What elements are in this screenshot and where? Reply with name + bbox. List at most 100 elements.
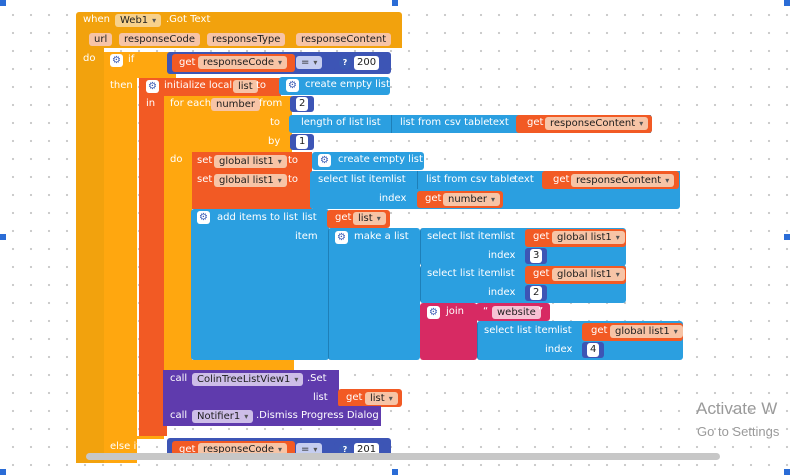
- var-response-content-2[interactable]: responseContent: [571, 174, 675, 187]
- add-items-block[interactable]: [191, 209, 329, 360]
- index-label-2: index: [488, 287, 516, 298]
- init-local-body: [139, 96, 164, 436]
- index-value-2[interactable]: 2: [530, 286, 543, 300]
- notifier-component-dropdown[interactable]: Notifier1: [192, 410, 254, 423]
- by-value[interactable]: 1: [296, 135, 309, 149]
- set-var-dropdown-2[interactable]: global list1: [214, 174, 287, 187]
- from-value[interactable]: 2: [296, 97, 309, 111]
- set-label: set: [197, 155, 213, 166]
- var-list-2[interactable]: list: [365, 392, 398, 405]
- if-block-body: [104, 78, 137, 463]
- else-if-label: else if: [110, 441, 140, 452]
- index-label: index: [379, 193, 407, 204]
- value-200[interactable]: 200: [354, 56, 380, 70]
- call-label-2: call: [170, 410, 188, 421]
- select-list-kw-2: list: [500, 268, 515, 279]
- by-label: by: [268, 136, 281, 147]
- var-response-content[interactable]: responseContent: [545, 117, 649, 130]
- then-label: then: [110, 80, 133, 91]
- for-each-var-number[interactable]: number: [211, 98, 261, 111]
- csv-label-2: list from csv table: [426, 174, 516, 185]
- add-items-gear-icon[interactable]: ⚙: [197, 211, 210, 224]
- text-website-value[interactable]: website: [492, 306, 541, 319]
- index-value-3[interactable]: 4: [587, 343, 600, 357]
- set-method-label: .Set: [307, 373, 327, 384]
- var-global-list1-1[interactable]: global list1: [552, 231, 625, 244]
- in-label: in: [146, 98, 156, 109]
- select-list-kw-1: list: [500, 231, 515, 242]
- set-to-label: to: [288, 155, 299, 166]
- list-gear-icon-2[interactable]: ⚙: [318, 154, 331, 167]
- from-label: from: [259, 98, 283, 109]
- make-a-list-block[interactable]: [328, 228, 420, 360]
- listview-component-dropdown[interactable]: ColinTreeListView1: [192, 373, 304, 386]
- param-response-content[interactable]: responseContent: [296, 33, 392, 46]
- set-to-label-2: to: [288, 174, 299, 185]
- select-label-3: select list item: [484, 325, 558, 336]
- text-kw-2: text: [514, 174, 534, 185]
- length-of-list-label: length of list: [301, 117, 364, 128]
- param-response-type[interactable]: responseType: [207, 33, 286, 46]
- question-icon[interactable]: ?: [339, 57, 351, 69]
- text-kw: text: [489, 117, 509, 128]
- var-response-code-2[interactable]: responseCode: [198, 443, 288, 456]
- var-global-list1-3[interactable]: global list1: [610, 325, 683, 338]
- select-list-kw: list: [391, 174, 406, 185]
- compare-op-dropdown[interactable]: =: [296, 56, 323, 69]
- get-label-10: get: [179, 444, 196, 455]
- join-label: join: [446, 306, 465, 317]
- param-response-code[interactable]: responseCode: [119, 33, 201, 46]
- horizontal-scrollbar[interactable]: [86, 453, 720, 460]
- resize-handle-right[interactable]: [784, 234, 790, 240]
- quote-open: “: [483, 306, 489, 317]
- select-list-kw-3: list: [557, 325, 572, 336]
- call-label-1: call: [170, 373, 188, 384]
- item-label: item: [295, 231, 318, 242]
- set-label-2: set: [197, 174, 213, 185]
- csv-label: list from csv table: [400, 117, 490, 128]
- init-local-label: initialize local: [164, 80, 233, 91]
- set-var-dropdown[interactable]: global list1: [214, 155, 287, 168]
- create-empty-list-block-2[interactable]: [312, 152, 424, 170]
- resize-handle-top-left[interactable]: [0, 0, 6, 6]
- var-global-list1-2[interactable]: global list1: [552, 268, 625, 281]
- list-gear-icon[interactable]: ⚙: [286, 79, 299, 92]
- get-label-3: get: [553, 174, 570, 185]
- get-label-8: get: [591, 325, 608, 336]
- resize-handle-bottom-right[interactable]: [784, 469, 790, 475]
- resize-handle-top-right[interactable]: [784, 0, 790, 6]
- component-dropdown[interactable]: Web1: [115, 14, 162, 27]
- event-name: .Got Text: [166, 14, 211, 25]
- local-name-list[interactable]: list: [233, 80, 258, 93]
- get-label-9: get: [346, 392, 363, 403]
- resize-handle-left[interactable]: [0, 234, 6, 240]
- init-local-bottom: [139, 426, 167, 436]
- get-label-4: get: [425, 193, 442, 204]
- var-list[interactable]: list: [353, 212, 386, 225]
- get-label-2: get: [527, 117, 544, 128]
- get-label-7: get: [533, 268, 550, 279]
- param-url[interactable]: url: [89, 33, 113, 46]
- create-empty-list-label-2: create empty list: [338, 154, 423, 165]
- var-number[interactable]: number: [443, 193, 501, 206]
- select-label-1: select list item: [427, 231, 501, 242]
- for-each-body: [164, 152, 192, 370]
- select-list-item-label: select list item: [318, 174, 392, 185]
- var-response-code[interactable]: responseCode: [198, 56, 288, 69]
- add-items-label: add items to list: [217, 212, 298, 223]
- index-label-3: index: [545, 344, 573, 355]
- join-gear-icon[interactable]: ⚙: [427, 306, 440, 319]
- event-block-body: [76, 48, 104, 463]
- init-gear-icon[interactable]: ⚙: [146, 80, 159, 93]
- get-label: get: [179, 57, 196, 68]
- create-empty-list-block[interactable]: [279, 77, 390, 95]
- make-list-gear-icon[interactable]: ⚙: [335, 231, 348, 244]
- resize-handle-top[interactable]: [392, 0, 398, 6]
- resize-handle-bottom[interactable]: [392, 469, 398, 475]
- resize-handle-bottom-left[interactable]: [0, 469, 6, 475]
- add-items-list-kw: list: [302, 212, 317, 223]
- compare-op-dropdown-2[interactable]: =: [296, 443, 323, 456]
- when-label: when: [83, 14, 111, 25]
- index-value-1[interactable]: 3: [530, 249, 543, 263]
- if-gear-icon[interactable]: ⚙: [110, 54, 123, 67]
